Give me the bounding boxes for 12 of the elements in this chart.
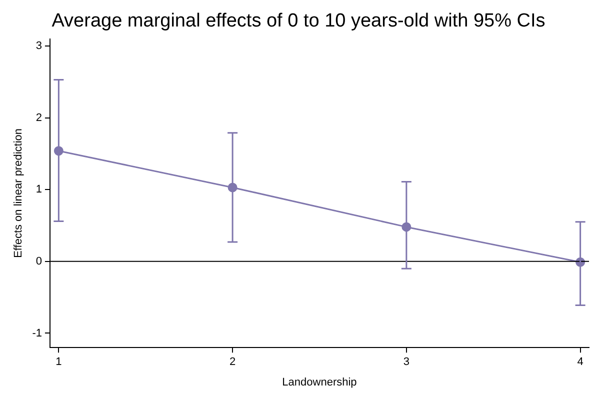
y-tick-label: 0: [36, 255, 42, 268]
y-axis-title: Effects on linear prediction: [12, 128, 25, 258]
y-tick-label: 3: [36, 40, 42, 52]
x-tick-label: 4: [577, 356, 584, 368]
y-tick-label: -1: [32, 327, 42, 340]
x-tick-label: 3: [403, 356, 410, 368]
x-axis-title: Landownership: [282, 376, 357, 388]
x-tick-label: 2: [229, 356, 236, 368]
y-tick-label: 1: [36, 184, 42, 196]
y-tick-label: 2: [36, 112, 42, 124]
x-tick-label: 1: [56, 356, 62, 368]
chart-title: Average marginal effects of 0 to 10 years-old with 95% CIs: [52, 10, 546, 32]
